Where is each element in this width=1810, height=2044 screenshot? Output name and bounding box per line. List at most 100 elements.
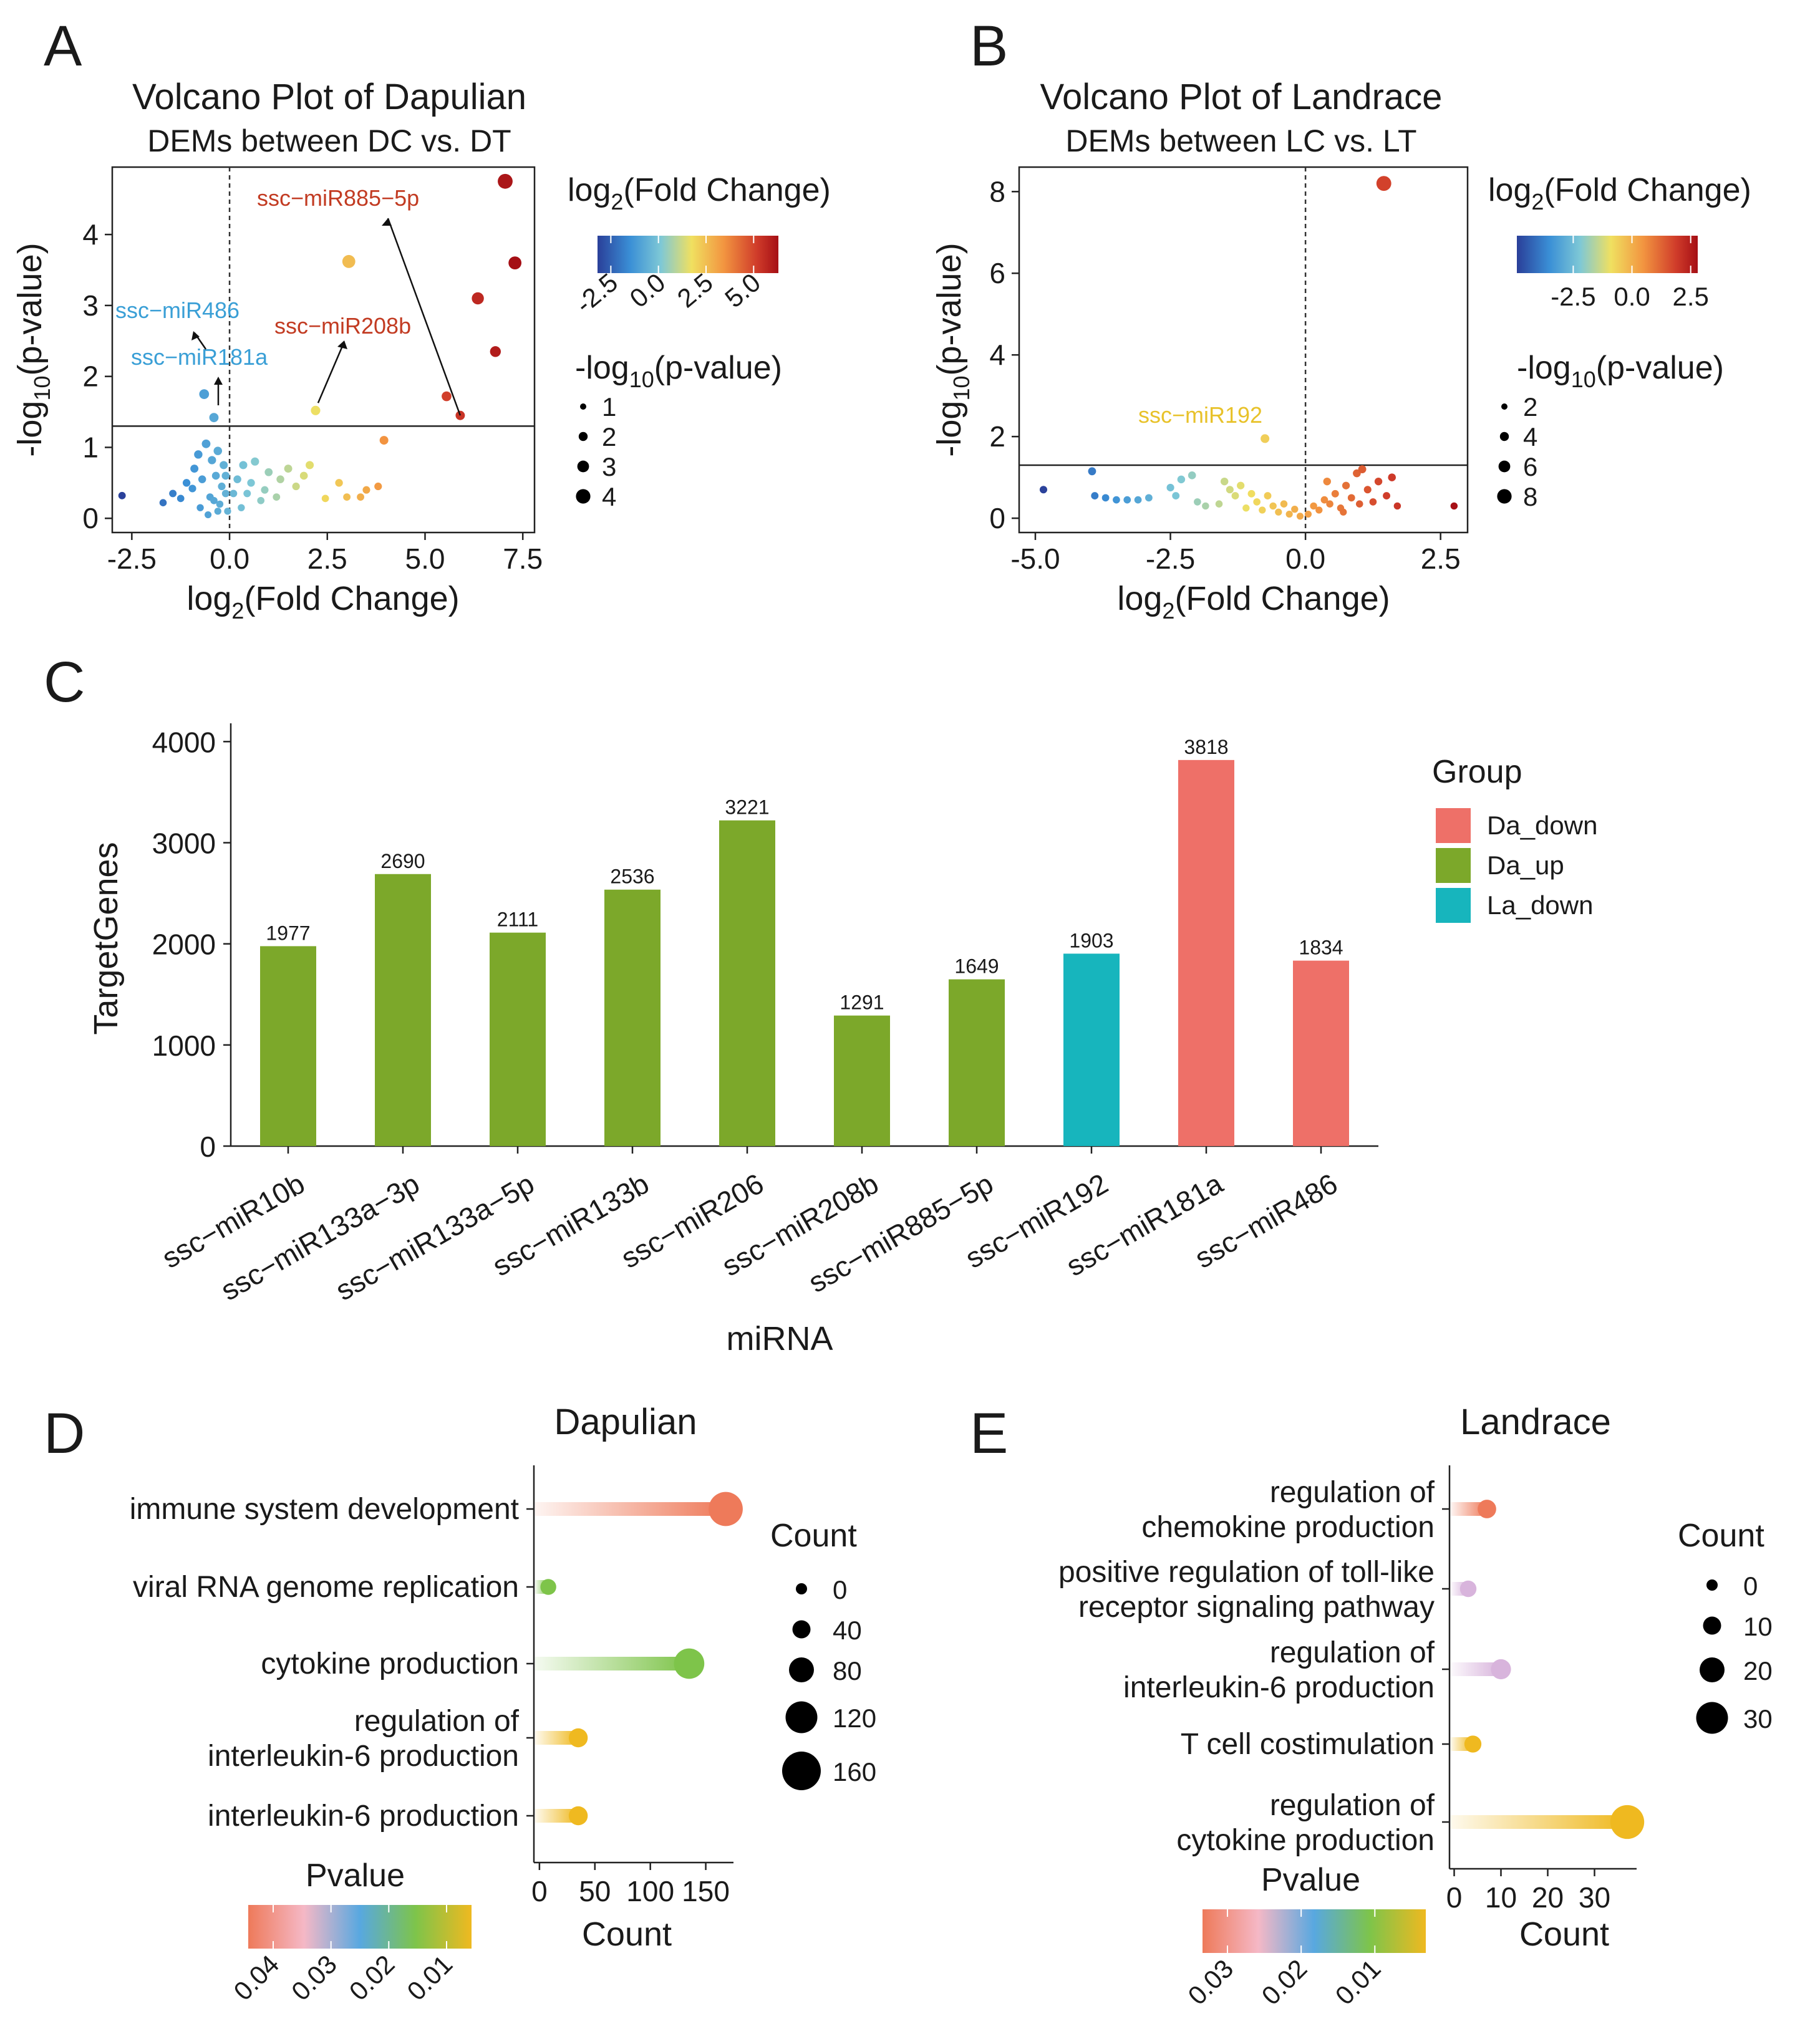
lollipop-stem [535, 1809, 579, 1823]
x-tick-label: 0.0 [210, 542, 249, 575]
data-point [233, 475, 241, 483]
size-legend-dot [1497, 489, 1512, 504]
data-point [1383, 492, 1390, 500]
panel-b-y-axis-title: -log10(p-value) [931, 243, 974, 456]
panel-a-color-bar [598, 236, 778, 273]
lollipop-head [709, 1492, 743, 1526]
size-legend-dot [1696, 1702, 1728, 1734]
data-point [214, 508, 221, 515]
data-point [251, 457, 259, 466]
y-tick-label: 2000 [152, 928, 216, 961]
y-tick-label: 2 [82, 360, 99, 393]
panel-a: A Volcano Plot of Dapulian DEMs between … [11, 14, 831, 624]
bar [949, 979, 1005, 1146]
bar [604, 889, 661, 1146]
data-point [1215, 500, 1223, 508]
legend-label: La_down [1487, 890, 1593, 920]
size-legend-dot [789, 1657, 814, 1682]
panel-e-title: Landrace [1460, 1402, 1611, 1442]
data-point [1331, 489, 1339, 498]
point-label: ssc−miR192 [1138, 402, 1262, 428]
data-point [1342, 481, 1350, 489]
data-point [321, 494, 329, 503]
data-point [264, 468, 273, 476]
legend-label: Da_down [1487, 811, 1597, 840]
data-point [190, 465, 199, 473]
point-label: ssc−miR208b [274, 313, 411, 339]
color-bar-label: -2.5 [1551, 282, 1595, 311]
size-legend-label: 40 [833, 1616, 862, 1645]
term-label: positive regulation of toll-like receptor… [1058, 1556, 1435, 1624]
panel-letter-e: E [970, 1402, 1008, 1465]
data-point [1259, 506, 1266, 514]
data-point [198, 475, 206, 483]
data-point [1134, 496, 1142, 504]
data-point [230, 489, 238, 498]
size-legend-label: 120 [833, 1704, 876, 1733]
color-bar-label: 0.02 [1256, 1954, 1312, 2010]
data-point [357, 493, 364, 501]
data-point [1315, 506, 1323, 514]
x-tick-label: 10 [1485, 1881, 1517, 1914]
data-point [1264, 492, 1272, 500]
size-legend-dot [576, 489, 591, 504]
lollipop-head [1491, 1659, 1511, 1680]
data-point [205, 511, 212, 519]
panel-b-x-axis-title: log2(Fold Change) [1117, 580, 1390, 624]
term-label-line: immune system development [130, 1493, 519, 1526]
y-tick-label: 1000 [152, 1029, 216, 1062]
bar-value-label: 1977 [266, 922, 310, 944]
data-point [209, 413, 219, 423]
color-bar-label: 2.5 [672, 268, 719, 314]
term-label: cytokine production [261, 1647, 519, 1680]
data-point [1247, 489, 1256, 498]
term-label: regulation of cytokine production [1176, 1789, 1435, 1857]
data-point [1358, 465, 1367, 473]
x-tick-label: ssc−miR133a−3p [215, 1167, 425, 1307]
data-point [208, 456, 216, 465]
lollipop-head [1459, 1580, 1477, 1598]
data-point [247, 479, 255, 487]
data-point [1291, 506, 1299, 513]
data-point [1393, 502, 1401, 510]
bar [719, 820, 775, 1146]
data-point [342, 254, 356, 268]
panel-letter-a: A [44, 14, 82, 78]
lollipop-head [568, 1728, 588, 1748]
size-legend-label: 0 [1743, 1571, 1758, 1601]
data-point [1320, 496, 1328, 504]
y-tick-label: 8 [989, 175, 1005, 208]
panel-e-x-axis-title: Count [1519, 1916, 1609, 1953]
x-tick-label: 5.0 [405, 542, 445, 575]
data-point [508, 256, 522, 269]
size-legend-dot [577, 460, 589, 473]
bar [375, 874, 431, 1146]
data-point [362, 486, 370, 494]
panel-b-size-legend-title: -log10(p-value) [1517, 350, 1724, 392]
x-tick-label: 2.5 [307, 542, 347, 575]
y-tick-label: 3000 [152, 827, 216, 859]
bar-value-label: 3818 [1184, 736, 1228, 758]
size-legend-dot [1703, 1616, 1721, 1635]
panel-letter-c: C [44, 650, 85, 714]
size-legend-label: 2 [1523, 392, 1537, 422]
y-tick-label: 4 [82, 218, 99, 251]
data-point [257, 496, 265, 504]
bar [260, 946, 316, 1146]
data-point [343, 493, 351, 501]
term-label-line: interleukin-6 production [208, 1740, 519, 1773]
size-legend-label: 4 [1523, 422, 1537, 451]
term-label-line: viral RNA genome replication [133, 1571, 519, 1604]
color-bar-label: -2.5 [570, 268, 624, 319]
bar [1063, 953, 1120, 1146]
size-legend-label: 0 [833, 1575, 847, 1604]
x-tick-label: ssc−miR133a−5p [330, 1167, 540, 1307]
color-bar-label: 0.01 [401, 1949, 458, 2006]
data-point [1363, 486, 1372, 494]
point-label: ssc−miR181a [131, 344, 268, 370]
data-point [1202, 502, 1209, 510]
panel-d-color-legend-title: Pvalue [306, 1858, 405, 1894]
color-bar-label: 0.0 [1614, 282, 1650, 311]
